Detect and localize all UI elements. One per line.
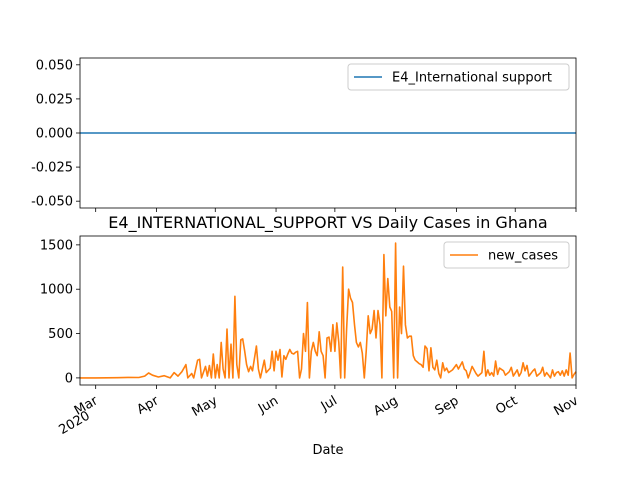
- bottom-x-tick-label: Aug: [371, 393, 400, 419]
- bottom-plot-frame: [79, 235, 577, 386]
- bottom-y-tick-label: 0: [65, 371, 73, 386]
- bottom-x-tick-label: Oct: [493, 393, 520, 417]
- bottom-x-tick-label: Sep: [433, 393, 462, 418]
- top-y-tick-label: -0.050: [31, 195, 73, 210]
- top-y-tick-label: 0.050: [36, 58, 73, 73]
- top-legend: E4_International support: [347, 63, 570, 91]
- top-legend-box: [347, 63, 570, 91]
- top-x-axis: [95, 208, 577, 212]
- bottom-y-tick-label: 1500: [40, 238, 73, 253]
- bottom-y-axis: 0 500 1000 1500: [40, 238, 80, 386]
- bottom-x-tick-label: Jul: [318, 393, 340, 414]
- top-y-tick-label: 0.000: [36, 127, 73, 142]
- bottom-y-tick-label: 1000: [40, 283, 73, 298]
- x-axis-label: Date: [312, 443, 343, 458]
- bottom-legend: new_cases: [443, 241, 570, 269]
- top-y-tick-label: 0.025: [36, 92, 73, 107]
- series-line-new-cases: [80, 242, 577, 379]
- bottom-x-tick-year-label: 2020: [57, 408, 93, 438]
- top-y-axis: -0.050 -0.025 0.000 0.025 0.050: [31, 58, 80, 210]
- bottom-y-tick-label: 500: [48, 327, 73, 342]
- top-plot-frame: [79, 57, 577, 209]
- top-y-tick-label: -0.025: [31, 161, 73, 176]
- bottom-x-tick-label: May: [189, 393, 220, 420]
- top-legend-label: E4_International support: [392, 71, 552, 86]
- bottom-x-tick-label: Jun: [255, 393, 281, 417]
- bottom-x-tick-label: Apr: [134, 393, 162, 418]
- top-subplot: -0.050 -0.025 0.000 0.025 0.050 E4_Internati…: [31, 57, 577, 212]
- chart-title: E4_INTERNATIONAL_SUPPORT VS Daily Cases …: [108, 213, 547, 233]
- bottom-x-tick-label: Nov: [552, 393, 582, 419]
- bottom-subplot: E4_INTERNATIONAL_SUPPORT VS Daily Cases …: [40, 213, 581, 458]
- bottom-legend-label: new_cases: [488, 249, 558, 264]
- bottom-legend-box: [443, 241, 570, 269]
